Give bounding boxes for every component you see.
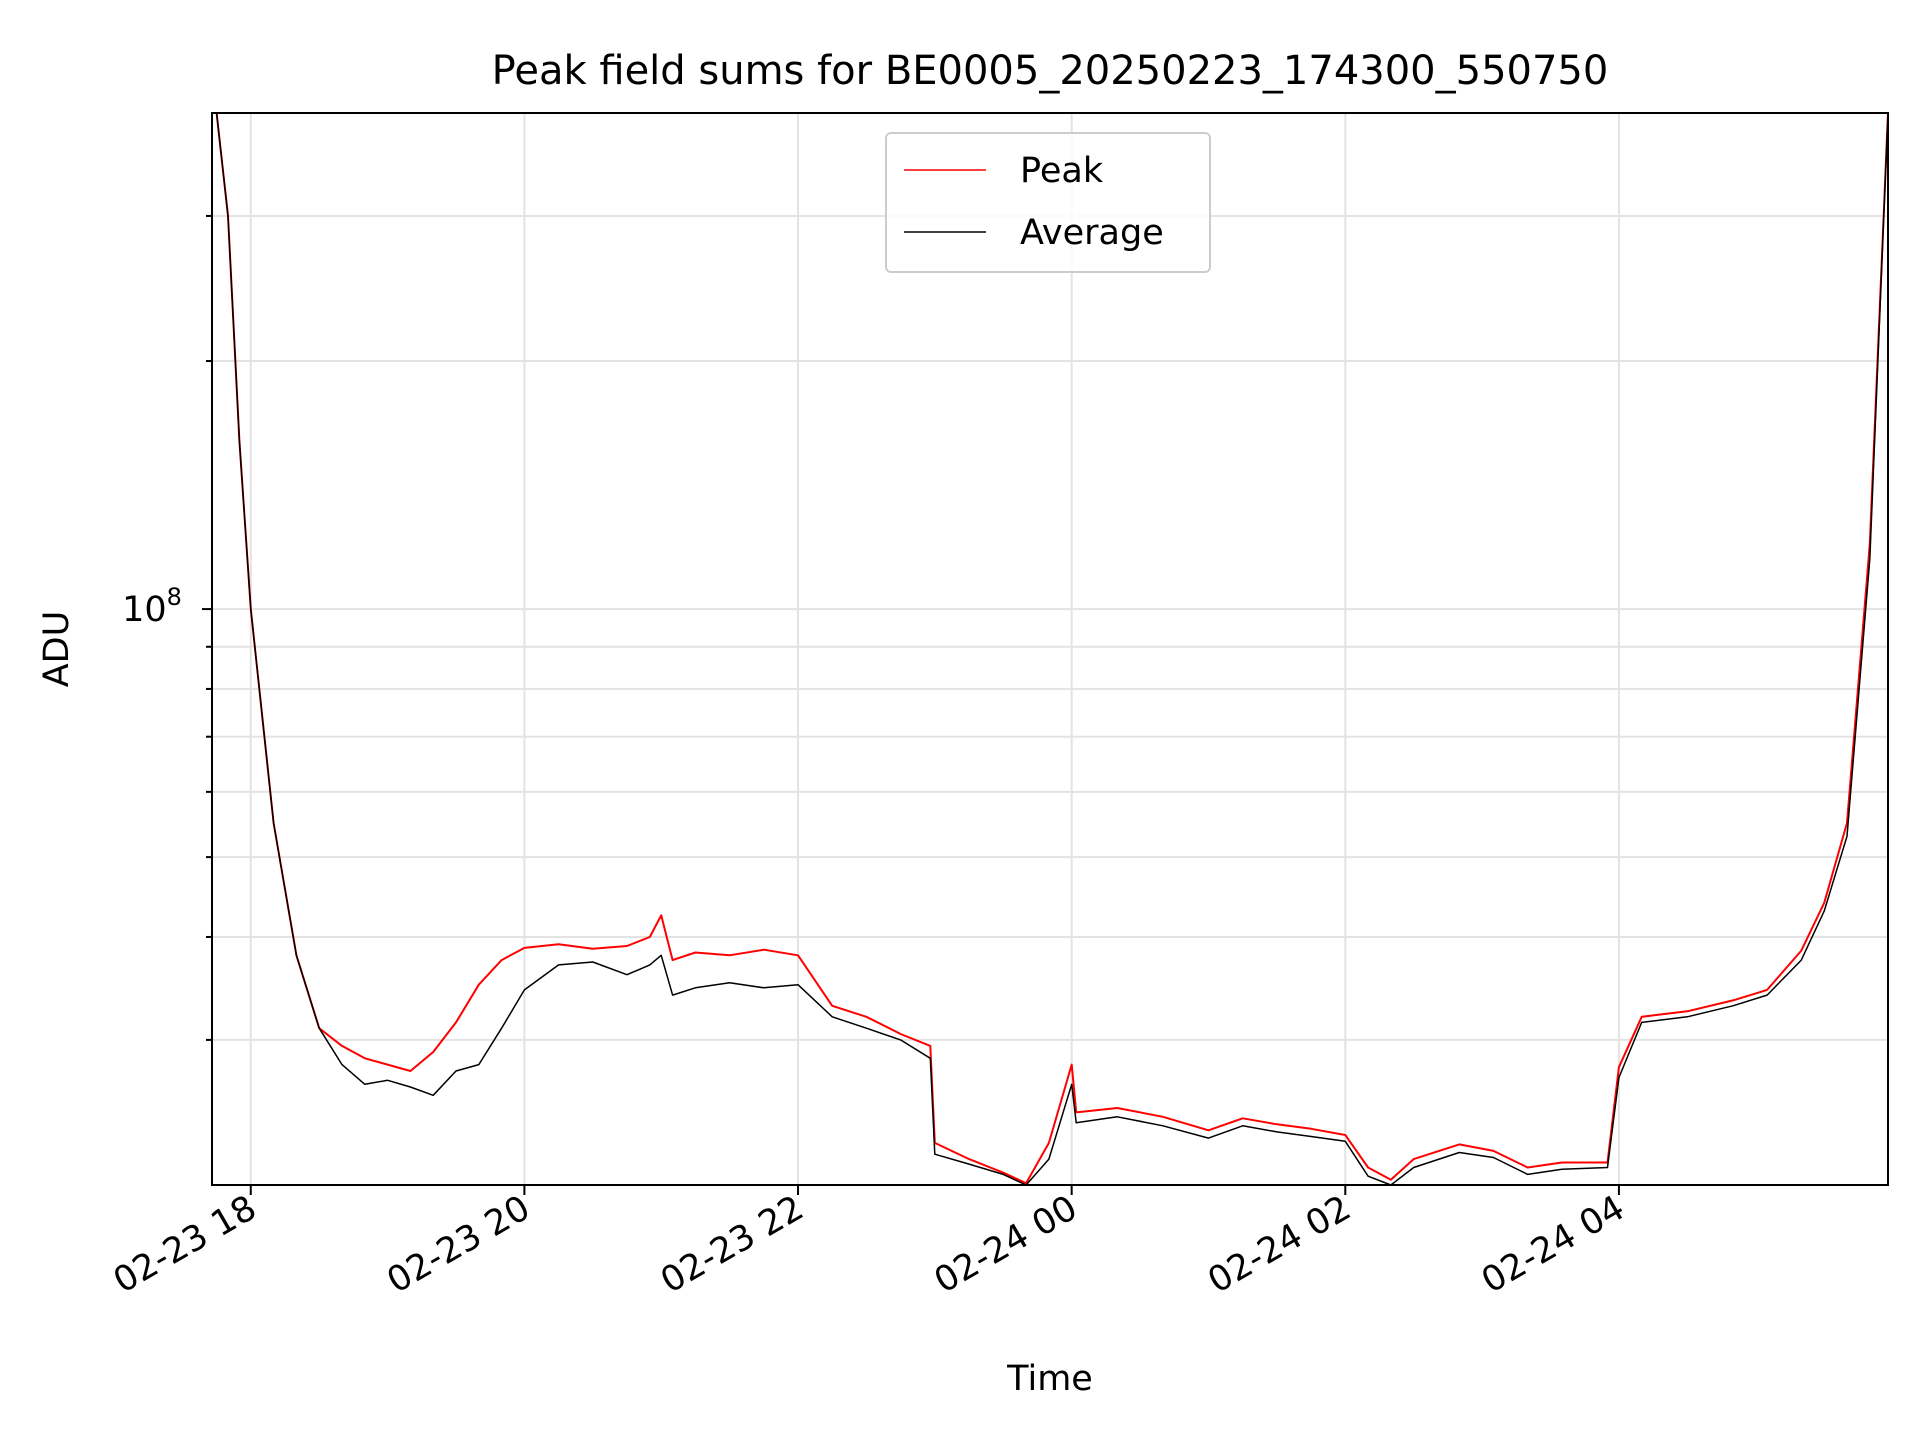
plot-frame [211,112,1889,1186]
legend-label-average: Average [1020,213,1164,253]
legend-box [885,132,1211,273]
legend-label-peak: Peak [1020,151,1104,191]
y-axis-label: ADU [37,611,77,688]
series-line-average [212,112,1889,1186]
legend: Peak Average [885,132,1211,273]
series-lines [212,112,1889,1186]
x-axis-label: Time [1006,1359,1093,1399]
chart-title: Peak field sums for BE0005_20250223_1743… [492,48,1609,94]
y-tick-label: 108 [122,583,182,630]
